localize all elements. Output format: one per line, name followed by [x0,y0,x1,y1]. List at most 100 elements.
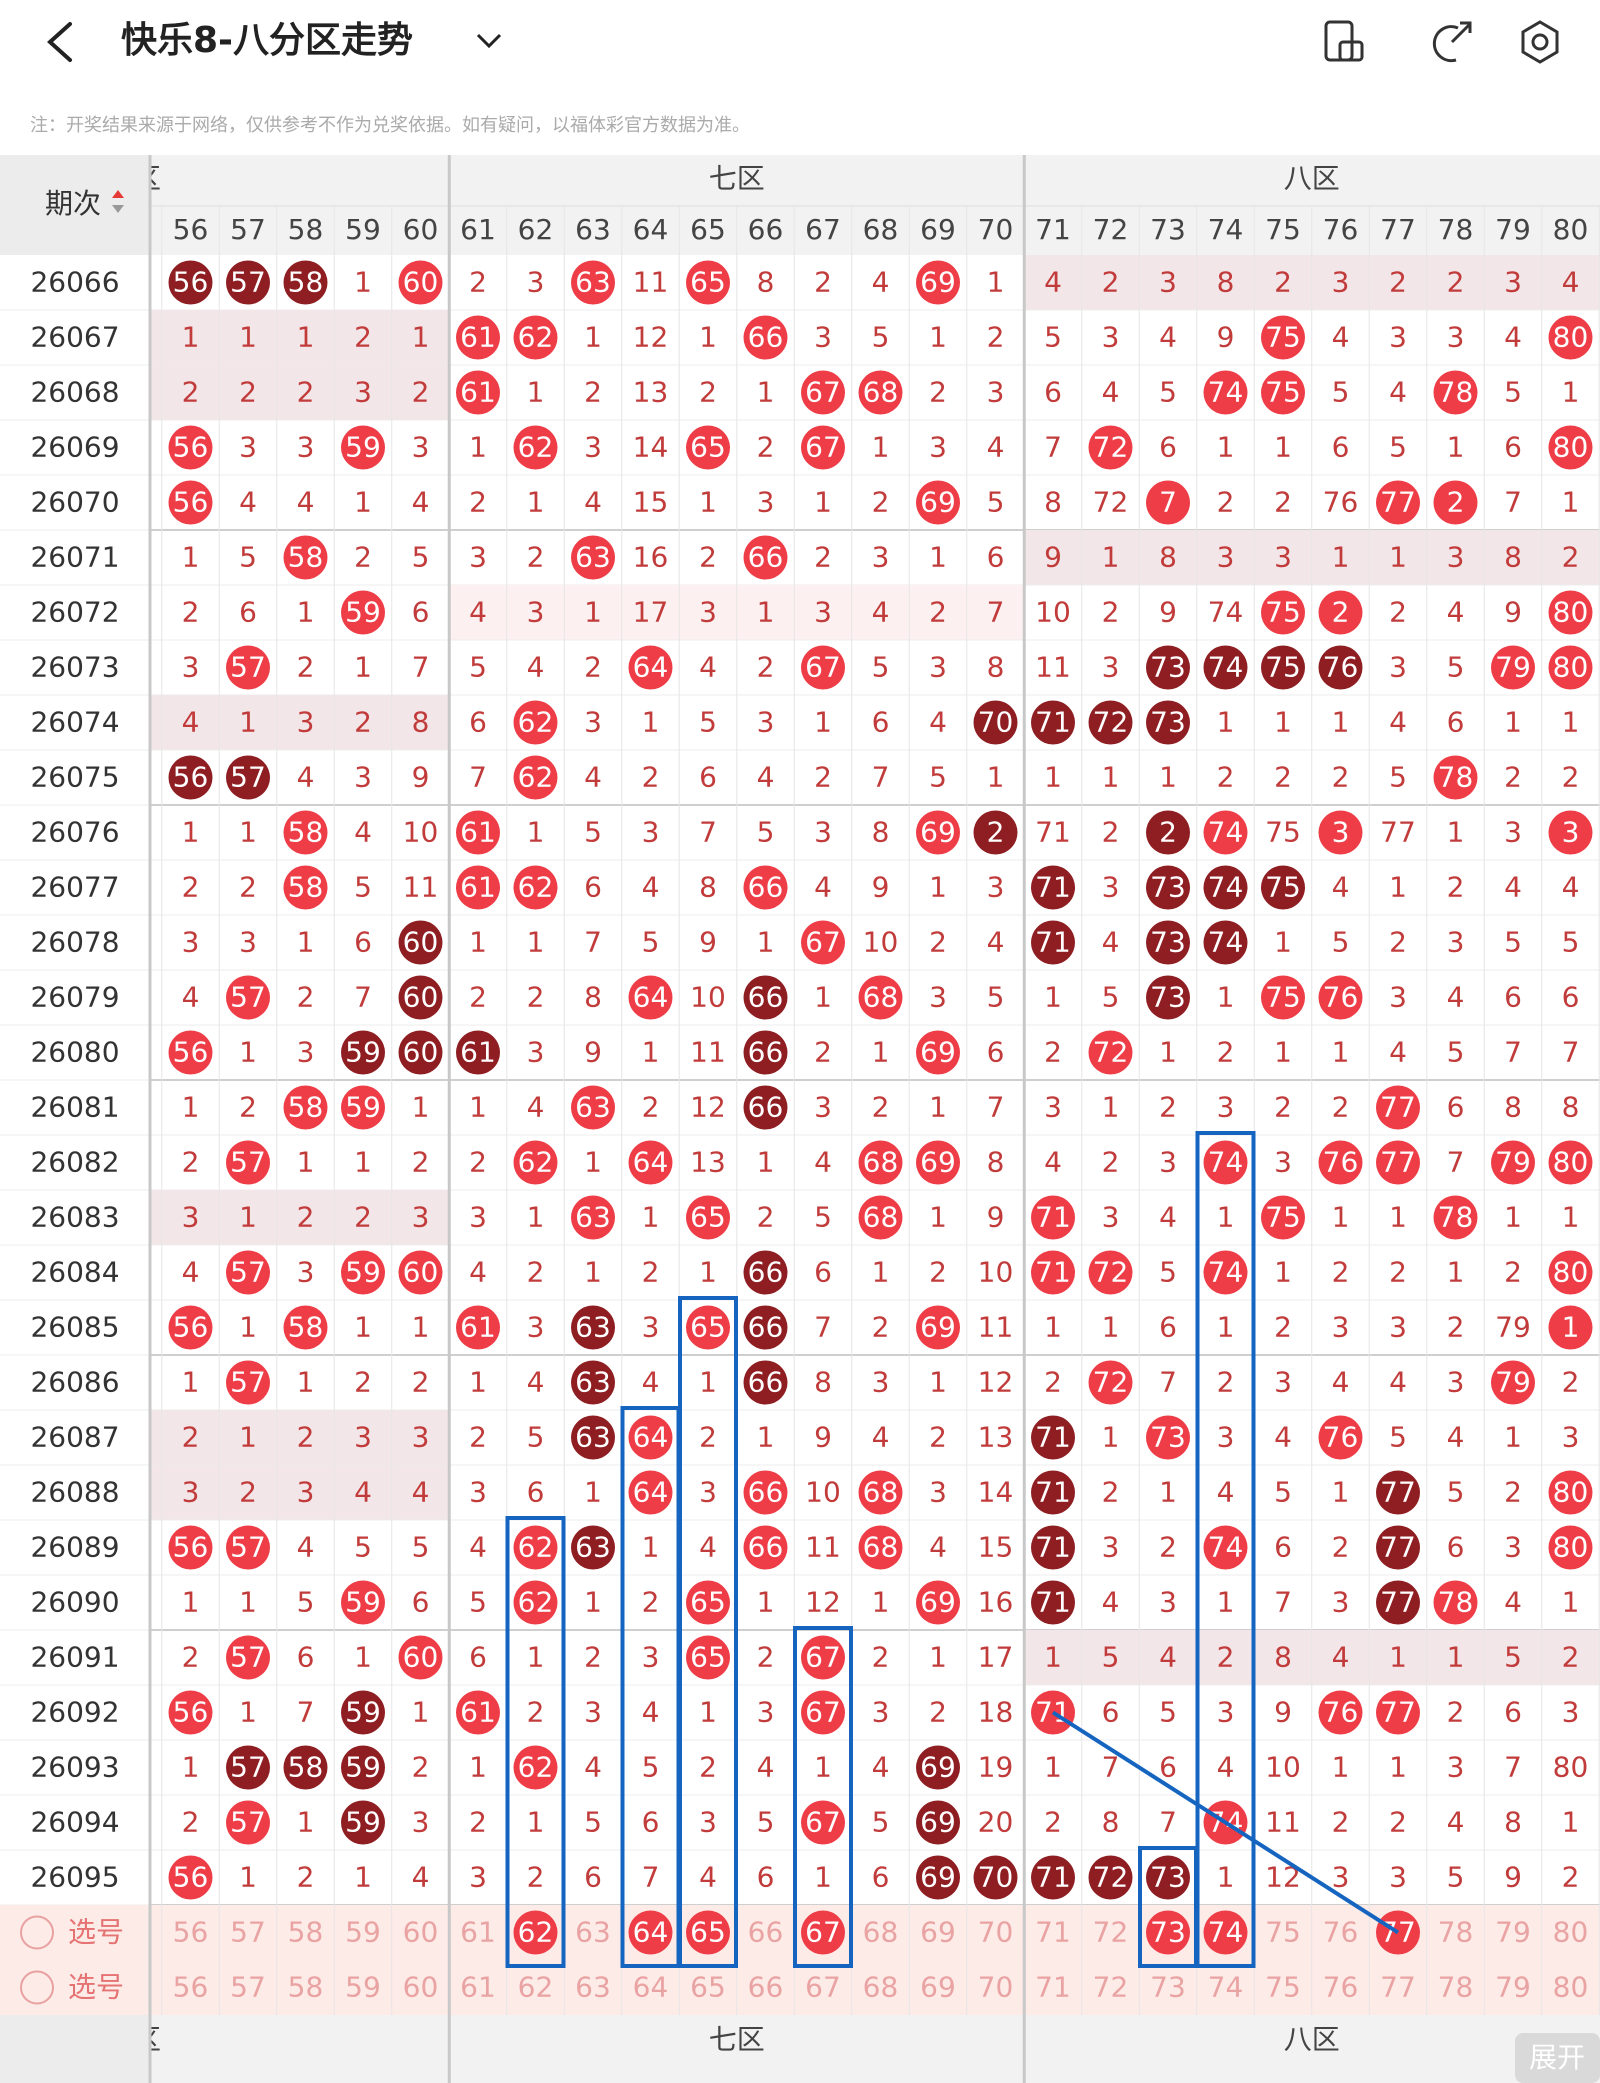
cell-number: 12 [805,1586,841,1619]
hit-ball [1318,1140,1363,1185]
cell-number: 1 [814,706,832,739]
cell-number: 4 [1504,1586,1522,1619]
pick-number: 78 [1438,1916,1474,1949]
dropdown-icon[interactable] [476,33,502,49]
pick-number: 72 [1093,1971,1129,2004]
cell-number: 12 [978,1366,1014,1399]
cell-number: 3 [642,816,660,849]
cell-number: 1 [1389,1201,1407,1234]
cell-number: 3 [412,1201,430,1234]
cell-number: 5 [527,1421,545,1454]
pick-number: 65 [690,1916,726,1949]
cell-number: 78 [1438,1586,1474,1619]
hit-ball [1433,755,1478,800]
cell-number: 2 [699,1751,717,1784]
cell-number: 5 [1562,926,1580,959]
cell-number: 1 [354,651,372,684]
cell-number: 2 [297,1201,315,1234]
pick-label: 选号 [68,1971,124,2004]
hit-ball [571,1360,615,1405]
cell-number: 5 [987,486,1005,519]
hit-ball [743,1525,788,1570]
cell-number: 1 [1562,1201,1580,1234]
cell-number: 1 [239,1201,257,1234]
hit-ball [168,480,213,525]
hit-ball [1261,315,1305,360]
back-button[interactable] [47,22,72,62]
cell-number: 59 [345,1586,381,1619]
cell-number: 2 [182,376,200,409]
hit-ball [226,755,270,800]
cell-number: 74 [1208,1531,1244,1564]
cell-number: 1 [182,321,200,354]
hit-ball [858,370,903,415]
hit-ball [341,1085,385,1130]
cell-number: 5 [412,1531,430,1564]
hit-ball [916,260,960,305]
pick-number: 61 [460,1971,496,2004]
cell-number: 1 [1274,431,1292,464]
hit-ball [1203,370,1248,415]
cell-number: 3 [1389,321,1407,354]
cell-number: 2 [469,1421,487,1454]
cell-number: 1 [182,541,200,574]
cell-number: 1 [182,816,200,849]
cell-number: 72 [1093,1256,1129,1289]
cell-number: 3 [1159,266,1177,299]
cell-number: 1 [527,816,545,849]
cell-number: 77 [1380,486,1416,519]
pick-number: 76 [1323,1971,1359,2004]
cell-number: 66 [748,1091,784,1124]
settings-icon[interactable] [1521,20,1559,64]
cell-number: 6 [584,871,602,904]
cell-number: 6 [1447,1091,1465,1124]
hit-ball [226,1745,270,1790]
cell-number: 2 [297,981,315,1014]
hit-ball [571,1525,615,1570]
hit-ball [1548,1140,1593,1185]
cell-number: 2 [239,1091,257,1124]
cell-number: 60 [403,981,439,1014]
zone-label: 七区 [709,162,765,195]
cell-number: 74 [1208,1146,1244,1179]
cell-number: 58 [288,871,324,904]
pick-number: 70 [978,1916,1014,1949]
expand-button-bg[interactable] [1515,2033,1600,2083]
cell-number: 3 [1447,321,1465,354]
cell-number: 67 [805,1806,841,1839]
cell-number: 4 [699,651,717,684]
cell-number: 2 [642,1256,660,1289]
pick-number: 64 [633,1916,669,1949]
landscape-icon[interactable] [1324,20,1364,62]
cell-number: 6 [1504,431,1522,464]
cell-number: 1 [239,1696,257,1729]
cell-number: 3 [584,431,602,464]
cell-number: 3 [699,1806,717,1839]
cell-number: 1 [239,1421,257,1454]
hit-ball [1088,425,1133,470]
hit-ball [1548,1525,1593,1570]
cell-number: 62 [518,761,554,794]
cell-number: 6 [297,1641,315,1674]
issue-number: 26080 [30,1036,119,1069]
hit-ball [1433,370,1478,415]
hit-ball [743,1360,788,1405]
cell-number: 79 [1495,1366,1531,1399]
cell-number: 1 [584,596,602,629]
cell-number: 74 [1208,596,1244,629]
cell-number: 5 [584,1806,602,1839]
issue-number: 26077 [30,871,119,904]
cell-number: 71 [1035,706,1071,739]
cell-number: 3 [182,1201,200,1234]
column-header: 56 [173,213,209,246]
cell-number: 62 [518,1531,554,1564]
expand-button[interactable]: 展开 [1529,2041,1585,2074]
cell-number: 11 [633,266,669,299]
share-icon[interactable] [1432,21,1472,63]
cell-number: 79 [1495,1146,1531,1179]
cell-number: 7 [412,651,430,684]
hit-ball [513,755,558,800]
issue-number: 26090 [30,1586,119,1619]
cell-number: 67 [805,376,841,409]
cell-number: 3 [1217,1421,1235,1454]
